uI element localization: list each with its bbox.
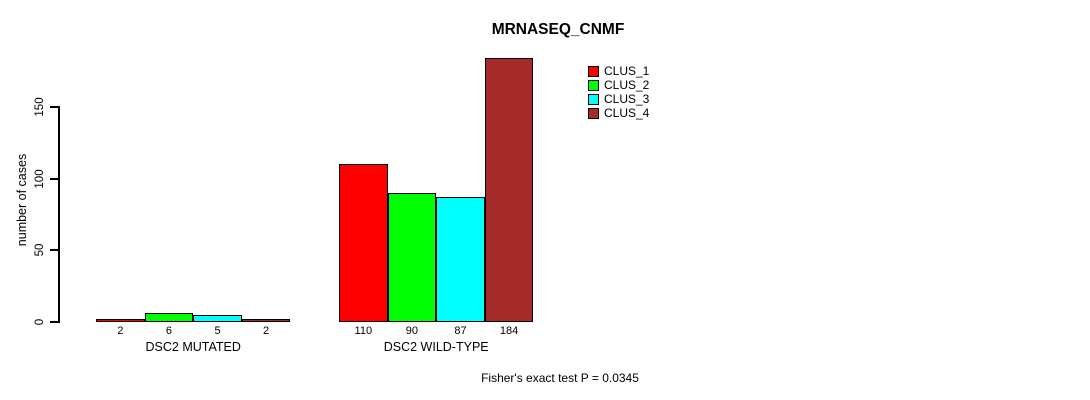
bar-value-label: 5 (214, 325, 221, 337)
bar-value-label: 184 (499, 325, 519, 337)
y-tick-mark (50, 177, 58, 180)
y-tick-label: 100 (34, 168, 46, 189)
legend-color-swatch (588, 93, 599, 105)
bar-value-label: 90 (405, 325, 419, 337)
legend-item-label: CLUS_4 (604, 106, 650, 120)
legend-item-clus_4: CLUS_4 (588, 106, 649, 120)
y-tick-label: 150 (34, 97, 46, 117)
chart-title: MRNASEQ_CNMF (491, 21, 625, 38)
legend-color-swatch (588, 107, 599, 119)
bar-value-label: 87 (454, 325, 467, 337)
bar-value-label: 6 (165, 325, 172, 337)
y-tick-label: 0 (34, 318, 46, 326)
y-axis-label: number of cases (15, 153, 29, 247)
bar-clus_1-2 (339, 164, 388, 322)
bar-clus_2-1 (144, 313, 194, 322)
bar-value-label: 2 (117, 325, 124, 337)
bar-value-label: 2 (263, 325, 270, 337)
bar-clus_3-1 (193, 314, 242, 322)
y-axis-line (58, 106, 60, 323)
y-tick-label: 50 (34, 243, 46, 257)
annotation-text: Fisher's exact test P = 0.0345 (481, 371, 639, 385)
legend-item-clus_2: CLUS_2 (588, 78, 649, 92)
bar-clus_3-2 (436, 197, 485, 322)
legend-color-swatch (588, 65, 599, 77)
legend-item-clus_3: CLUS_3 (588, 92, 649, 106)
x-axis-category-label: DSC2 WILD-TYPE (383, 340, 489, 354)
legend-item-label: CLUS_1 (604, 64, 650, 78)
legend-color-swatch (588, 79, 599, 91)
bar-value-label: 110 (354, 325, 373, 337)
bar-clus_4-1 (241, 319, 291, 322)
bar-clus_4-2 (484, 57, 534, 322)
bar-clus_1-1 (96, 319, 145, 322)
y-tick-mark (50, 249, 58, 252)
bar-clus_2-2 (387, 192, 437, 322)
y-tick-mark (50, 105, 58, 108)
legend: CLUS_1 CLUS_2 CLUS_3 CLUS_4 (588, 64, 649, 120)
legend-item-label: CLUS_3 (604, 92, 650, 106)
x-axis-category-label: DSC2 MUTATED (145, 340, 241, 354)
y-tick-mark (50, 321, 58, 323)
legend-item-clus_1: CLUS_1 (588, 64, 649, 78)
legend-item-label: CLUS_2 (604, 78, 650, 92)
